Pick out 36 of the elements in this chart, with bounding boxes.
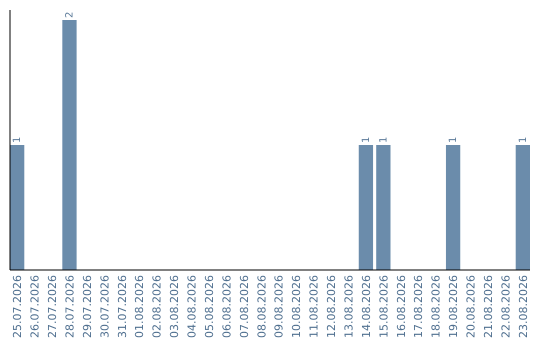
x-tick-label: 29.07.2026 bbox=[80, 275, 94, 338]
x-tick-label: 01.08.2026 bbox=[133, 275, 146, 338]
x-tick-label: 27.07.2026 bbox=[46, 275, 60, 338]
x-tick-label: 15.08.2026 bbox=[377, 275, 390, 338]
x-tick-label: 09.08.2026 bbox=[272, 275, 286, 338]
x-tick-label: 14.08.2026 bbox=[360, 275, 373, 338]
data-label: 2 bbox=[64, 12, 76, 18]
x-tick-label: 25.07.2026 bbox=[11, 275, 24, 338]
x-tick-label: 02.08.2026 bbox=[150, 275, 164, 338]
x-tick-label: 07.08.2026 bbox=[238, 275, 251, 338]
x-tick-label: 26.07.2026 bbox=[28, 275, 42, 338]
x-tick-label: 13.08.2026 bbox=[342, 275, 356, 338]
data-label: 1 bbox=[360, 136, 372, 143]
x-tick-label: 21.08.2026 bbox=[482, 275, 495, 338]
x-tick-label: 03.08.2026 bbox=[168, 275, 182, 338]
x-tick-label: 04.08.2026 bbox=[186, 275, 199, 338]
data-label: 1 bbox=[518, 136, 529, 143]
x-tick-label: 19.08.2026 bbox=[447, 275, 460, 338]
x-tick-label: 05.08.2026 bbox=[202, 275, 216, 338]
x-tick-label: 17.08.2026 bbox=[412, 275, 426, 338]
x-tick-label: 20.08.2026 bbox=[464, 275, 478, 338]
x-tick-label: 22.08.2026 bbox=[499, 275, 512, 338]
x-tick-label: 28.07.2026 bbox=[63, 275, 76, 338]
x-tick-label: 06.08.2026 bbox=[220, 275, 234, 338]
x-tick-label: 18.08.2026 bbox=[430, 275, 443, 338]
x-tick-label: 23.08.2026 bbox=[516, 275, 530, 338]
data-label: 1 bbox=[448, 136, 460, 143]
x-tick-label: 08.08.2026 bbox=[255, 275, 268, 338]
x-tick-label: 11.08.2026 bbox=[308, 275, 321, 338]
data-label: 1 bbox=[378, 136, 390, 143]
x-tick-label: 10.08.2026 bbox=[290, 275, 304, 338]
data-label: 1 bbox=[12, 136, 24, 143]
x-tick-label: 16.08.2026 bbox=[394, 275, 408, 338]
x-tick-label: 30.07.2026 bbox=[98, 275, 112, 338]
x-tick-label: 12.08.2026 bbox=[325, 275, 338, 338]
x-tick-label: 31.07.2026 bbox=[116, 275, 129, 338]
